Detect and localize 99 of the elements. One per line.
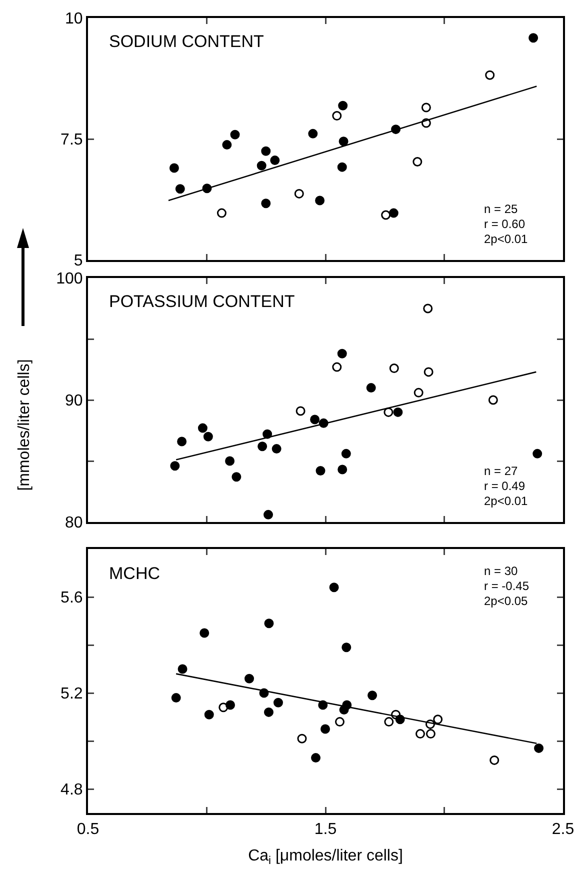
annotation: r = 0.49 [484, 479, 526, 493]
point [261, 198, 271, 208]
point [485, 70, 495, 80]
point [270, 156, 280, 166]
point [433, 714, 443, 724]
point [218, 702, 228, 712]
point [256, 160, 266, 170]
x-axis-title: Ca$_{i}$ [μmoles/liter cells] [248, 847, 403, 867]
point [381, 210, 391, 220]
point [261, 146, 271, 156]
point [177, 436, 187, 446]
point [171, 693, 181, 703]
point [424, 367, 434, 377]
point [425, 719, 435, 729]
point [272, 444, 282, 454]
y-tick-label: 5.6 [60, 590, 83, 607]
point [258, 442, 268, 452]
y-tick-label: 5.2 [60, 686, 83, 703]
point [384, 407, 394, 417]
y-tick-label: 5 [74, 252, 83, 270]
point [316, 466, 326, 476]
y-axis-title: [mmoles/liter cells] [16, 359, 34, 491]
point [384, 717, 394, 727]
point [203, 432, 213, 442]
point [416, 729, 426, 739]
point [337, 162, 347, 172]
point [216, 208, 226, 218]
point [342, 642, 352, 652]
point [414, 388, 424, 398]
point [421, 102, 431, 112]
point [230, 130, 240, 140]
point [315, 196, 325, 206]
x-tick-label: 1.5 [314, 821, 337, 838]
y-tick-label: 4.8 [60, 782, 83, 799]
point [273, 698, 283, 708]
point [329, 582, 339, 592]
point [264, 618, 274, 628]
point [170, 461, 180, 471]
point [222, 140, 232, 150]
point [335, 717, 344, 727]
point [198, 423, 208, 433]
y-tick-label: 100 [56, 270, 83, 288]
point [534, 743, 544, 753]
point [421, 118, 431, 128]
point [366, 383, 376, 393]
point [178, 664, 188, 674]
text: POTASSIUM CONTENT [109, 292, 295, 311]
point [528, 33, 538, 43]
y-tick-label: 90 [65, 392, 83, 410]
point [341, 448, 351, 458]
point [297, 734, 307, 744]
point [423, 304, 433, 314]
x-tick-label: 2.5 [552, 821, 574, 838]
point [338, 464, 348, 474]
point [225, 456, 235, 466]
annotation: 2p<0.01 [484, 494, 528, 508]
point [232, 472, 242, 482]
text: MCHC [109, 564, 160, 583]
point [368, 690, 378, 700]
annotation: r = 0.60 [484, 217, 526, 231]
annotation: r = -0.45 [484, 579, 530, 593]
annotation: n = 30 [484, 564, 518, 578]
point [264, 510, 274, 520]
text: SODIUM CONTENT [109, 32, 264, 51]
point [389, 364, 399, 374]
point [320, 724, 330, 734]
point [169, 163, 179, 173]
point [200, 628, 210, 638]
annotation: 2p<0.05 [484, 594, 528, 608]
point [488, 395, 498, 405]
point [310, 414, 320, 424]
point [426, 729, 436, 739]
point [391, 710, 401, 720]
point [264, 707, 274, 717]
point [337, 348, 347, 358]
point [204, 710, 214, 720]
annotation: n = 27 [484, 464, 518, 478]
point [490, 755, 500, 765]
point [296, 406, 306, 416]
point [175, 184, 185, 194]
point [332, 362, 342, 372]
point [308, 128, 318, 138]
point [338, 100, 348, 110]
point [532, 448, 542, 458]
point [226, 700, 236, 710]
x-tick-label: 0.5 [76, 821, 100, 838]
point [338, 136, 348, 146]
point [244, 674, 254, 684]
y-tick-label: 7.5 [60, 132, 83, 149]
y-tick-label: 80 [65, 514, 83, 532]
point [393, 407, 403, 417]
point [294, 188, 304, 198]
point [388, 208, 398, 218]
annotation: 2p<0.01 [484, 232, 528, 246]
point [311, 753, 321, 763]
y-tick-label: 10 [65, 10, 83, 28]
point [412, 157, 422, 166]
annotation: n = 25 [484, 202, 518, 216]
point [332, 111, 342, 121]
